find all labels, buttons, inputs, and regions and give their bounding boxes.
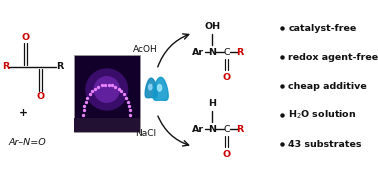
Text: Ar: Ar xyxy=(192,124,204,134)
Text: cheap additive: cheap additive xyxy=(288,82,367,91)
FancyBboxPatch shape xyxy=(74,118,140,132)
Text: Ar: Ar xyxy=(192,48,204,57)
Text: +: + xyxy=(19,109,28,118)
Text: R: R xyxy=(236,48,244,57)
Text: 43 substrates: 43 substrates xyxy=(288,139,362,149)
Text: Ar–N=O: Ar–N=O xyxy=(9,138,46,147)
Text: H: H xyxy=(208,99,217,108)
Text: O: O xyxy=(223,73,231,82)
Ellipse shape xyxy=(93,76,120,103)
FancyBboxPatch shape xyxy=(74,55,140,132)
Ellipse shape xyxy=(85,68,128,111)
Text: O: O xyxy=(223,150,231,159)
Text: O: O xyxy=(22,33,30,42)
Polygon shape xyxy=(149,84,152,90)
Text: R: R xyxy=(236,124,244,134)
Text: N: N xyxy=(208,48,217,57)
Text: R: R xyxy=(56,62,64,71)
Text: H$_2$O solution: H$_2$O solution xyxy=(288,109,357,121)
Text: R: R xyxy=(2,62,10,71)
Polygon shape xyxy=(153,77,168,100)
Text: catalyst-free: catalyst-free xyxy=(288,24,357,33)
Polygon shape xyxy=(157,85,162,91)
Polygon shape xyxy=(145,78,157,98)
Text: C: C xyxy=(223,48,230,57)
Text: N: N xyxy=(208,124,217,134)
Text: C: C xyxy=(223,124,230,134)
Text: AcOH: AcOH xyxy=(133,45,158,54)
Text: OH: OH xyxy=(204,22,220,31)
Text: O: O xyxy=(37,92,45,101)
Text: redox agent-free: redox agent-free xyxy=(288,53,378,62)
Text: NaCl: NaCl xyxy=(135,129,156,138)
